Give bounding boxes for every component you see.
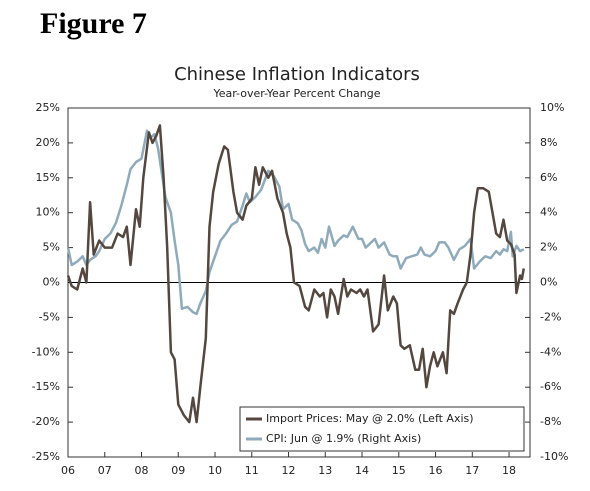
y-tick-label: -20% bbox=[32, 415, 60, 428]
y2-tick-label: 2% bbox=[540, 241, 557, 254]
y-tick-label: 25% bbox=[36, 101, 60, 114]
x-tick-label: 08 bbox=[135, 464, 149, 477]
y-tick-label: -5% bbox=[39, 310, 60, 323]
y2-tick-label: -4% bbox=[540, 345, 561, 358]
y-tick-label: 20% bbox=[36, 136, 60, 149]
x-tick-label: 10 bbox=[208, 464, 222, 477]
x-tick-label: 07 bbox=[98, 464, 112, 477]
x-tick-label: 12 bbox=[282, 464, 296, 477]
y2-tick-label: 6% bbox=[540, 171, 557, 184]
y-tick-label: 15% bbox=[36, 171, 60, 184]
y2-tick-label: -10% bbox=[540, 450, 568, 463]
x-tick-label: 13 bbox=[318, 464, 332, 477]
y-tick-label: 0% bbox=[43, 276, 60, 289]
x-tick-label: 17 bbox=[465, 464, 479, 477]
y-tick-label: -10% bbox=[32, 345, 60, 358]
y2-tick-label: 4% bbox=[540, 206, 557, 219]
y-tick-label: -15% bbox=[32, 380, 60, 393]
y2-tick-label: -6% bbox=[540, 380, 561, 393]
x-tick-label: 11 bbox=[245, 464, 259, 477]
legend-box bbox=[239, 406, 525, 452]
y-tick-label: 5% bbox=[43, 241, 60, 254]
y-tick-label: -25% bbox=[32, 450, 60, 463]
chart-title: Chinese Inflation Indicators bbox=[174, 64, 420, 85]
legend-label: CPI: Jun @ 1.9% (Right Axis) bbox=[266, 432, 421, 445]
series-line bbox=[66, 124, 526, 424]
legend-label: Import Prices: May @ 2.0% (Left Axis) bbox=[266, 412, 474, 425]
x-tick-label: 14 bbox=[355, 464, 369, 477]
figure-label: Figure 7 bbox=[40, 7, 147, 40]
x-tick-label: 06 bbox=[61, 464, 75, 477]
series-line bbox=[66, 129, 525, 316]
y2-tick-label: 8% bbox=[540, 136, 557, 149]
y2-tick-label: 10% bbox=[540, 101, 564, 114]
y-tick-label: 10% bbox=[36, 206, 60, 219]
y2-tick-label: 0% bbox=[540, 276, 557, 289]
chart-subtitle: Year-over-Year Percent Change bbox=[212, 87, 380, 100]
x-tick-label: 18 bbox=[502, 464, 516, 477]
x-tick-label: 15 bbox=[392, 464, 406, 477]
y2-tick-label: -8% bbox=[540, 415, 561, 428]
x-tick-label: 16 bbox=[429, 464, 443, 477]
x-tick-label: 09 bbox=[171, 464, 185, 477]
y2-tick-label: -2% bbox=[540, 310, 561, 323]
